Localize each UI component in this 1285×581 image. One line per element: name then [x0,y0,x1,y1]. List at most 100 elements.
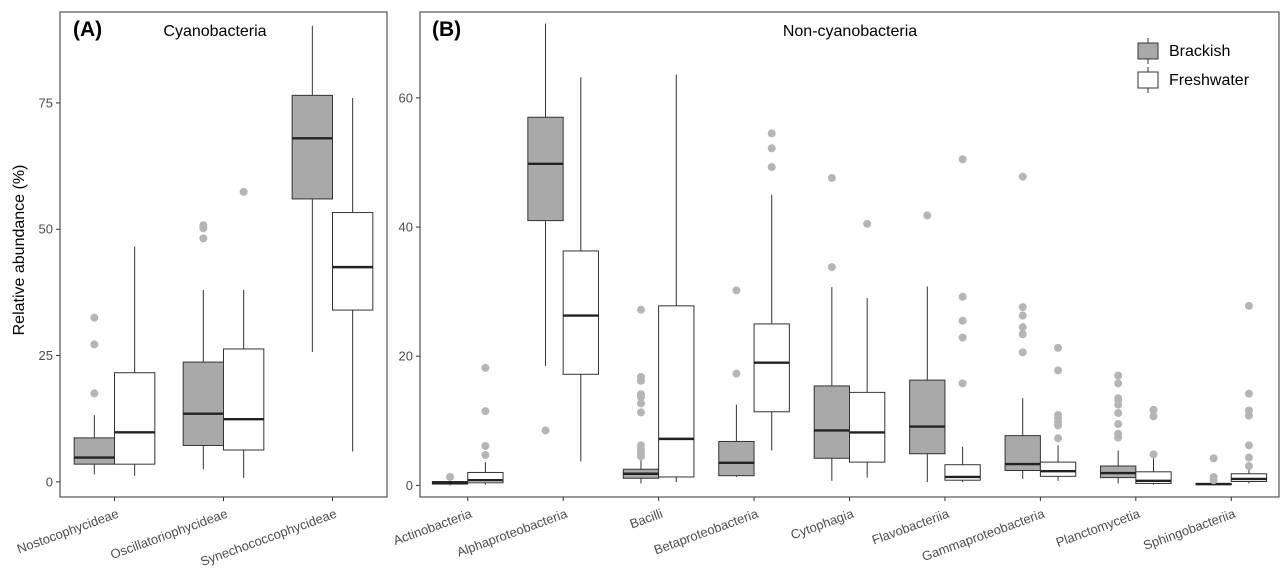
outlier-point [923,211,932,220]
outlier-point [636,441,645,450]
outlier-point [1054,343,1063,352]
outlier-point [636,305,645,314]
outlier-point [199,234,208,243]
outlier-point [1018,172,1027,181]
box-freshwater [1135,471,1172,484]
outlier-point [1209,454,1218,463]
legend-key-brackish [1137,42,1159,60]
outlier-point [958,292,967,301]
box-brackish [813,385,850,459]
outlier-point [90,313,99,322]
outlier-point [827,173,836,182]
outlier-point [732,286,741,295]
y-tick-label: 0 [406,478,413,493]
outlier-point [636,372,645,381]
outlier-point [446,472,455,481]
outlier-point [636,408,645,417]
outlier-point [90,389,99,398]
legend-label-freshwater: Freshwater [1169,72,1250,89]
y-tick-label: 50 [39,222,53,237]
box-brackish [182,361,224,446]
y-tick-label: 60 [399,90,413,105]
outlier-point [1054,410,1063,419]
x-tick-label: Betaproteobacteria [652,505,761,557]
box-freshwater [114,372,156,465]
y-tick-label: 0 [46,474,53,489]
x-tick-label: Nostocophycideae [15,506,121,557]
legend-label-brackish: Brackish [1169,43,1230,60]
box-freshwater [1230,473,1268,483]
outlier-point [1209,472,1218,481]
box-freshwater [1039,461,1077,477]
outlier-point [863,219,872,228]
box-freshwater [753,323,790,413]
outlier-point [1244,453,1253,462]
box-brackish [527,116,564,222]
x-tick-label: Cytophagia [789,505,857,542]
outlier-point [541,426,550,435]
box-brackish [909,379,946,455]
outlier-point [239,187,248,196]
panel-a: (A) Cyanobacteria 0 25 50 75 Nostocophycidea… [15,11,388,569]
outlier-point [958,316,967,325]
outlier-point [1018,303,1027,312]
box-freshwater [332,212,374,311]
outlier-point [1149,412,1158,421]
outlier-point [1018,311,1027,320]
outlier-point [1018,323,1027,332]
legend-key-freshwater [1137,71,1159,89]
outlier-point [481,451,490,460]
outlier-point [481,363,490,372]
outlier-point [1054,366,1063,375]
y-tick-label: 40 [399,220,413,235]
outlier-point [1018,330,1027,339]
panel-b-letter: (B) [432,18,461,41]
outlier-point [767,162,776,171]
x-tick-label: Bacilli [628,506,665,532]
outlier-point [1114,429,1123,438]
panel-a-title: Cyanobacteria [163,23,266,40]
outlier-point [1244,389,1253,398]
outlier-point [1054,434,1063,443]
outlier-point [481,407,490,416]
outlier-point [1114,379,1123,388]
box-brackish [1100,465,1137,479]
outlier-point [767,129,776,138]
box-freshwater [223,348,265,451]
box-brackish [291,94,334,200]
panel-b-title: Non-cyanobacteria [783,23,917,40]
panel-a-letter: (A) [73,18,102,41]
x-tick-label: Alphaproteobacteria [455,505,570,559]
outlier-point [636,390,645,399]
outlier-point [1244,462,1253,471]
panel-b: (B) Non-cyanobacteria 0 20 40 60 Actinobacte… [391,11,1280,564]
y-tick-label: 75 [39,95,53,110]
y-tick-label: 25 [39,348,53,363]
x-tick-label: Actinobacteria [391,505,474,548]
x-tick-label: Flavobacteriia [870,505,952,547]
y-tick-label: 20 [399,349,413,364]
outlier-point [732,369,741,378]
outlier-point [827,263,836,272]
outlier-point [199,221,208,230]
outlier-point [958,333,967,342]
outlier-point [1149,450,1158,459]
box-freshwater [849,391,886,463]
box-freshwater [467,471,504,484]
outlier-point [767,144,776,153]
outlier-point [90,340,99,349]
outlier-point [1244,301,1253,310]
outlier-point [1114,420,1123,429]
box-brackish [1004,435,1041,472]
outlier-point [1114,371,1123,380]
outlier-point [481,441,490,450]
outlier-point [636,399,645,408]
outlier-point [1244,441,1253,450]
legend: Brackish Freshwater [1137,38,1250,93]
outlier-point [1244,406,1253,415]
box-brackish [73,437,115,465]
x-tick-label: Sphingobacteriia [1141,505,1238,552]
outlier-point [1114,409,1123,418]
outlier-point [1149,405,1158,414]
